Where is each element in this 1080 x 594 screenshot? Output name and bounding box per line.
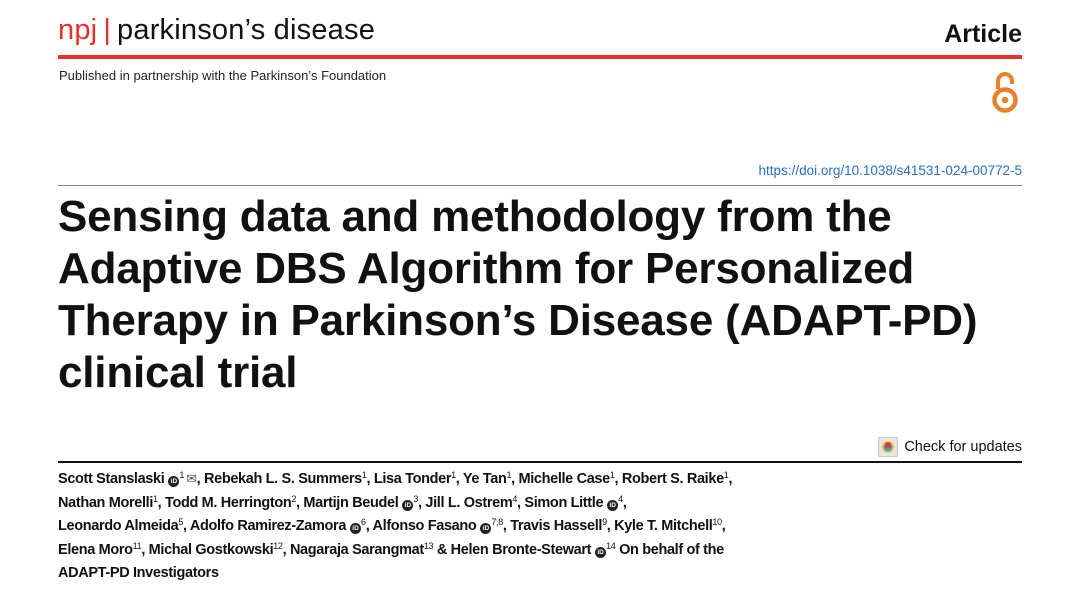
author-separator: ,: [511, 471, 519, 487]
affiliation-number: 14: [606, 540, 616, 551]
author-name[interactable]: Ye Tan: [462, 471, 507, 487]
author-separator: ,: [606, 518, 615, 534]
author-name[interactable]: Rebekah L. S. Summers: [203, 471, 362, 487]
author-list: Scott Stanslaski iD1 ✉, Rebekah L. S. Summ…: [58, 467, 732, 586]
journal-name: npj | parkinson’s disease: [58, 14, 375, 47]
author-separator: ,: [517, 494, 525, 511]
author-separator: ,: [614, 471, 622, 487]
check-for-updates-button[interactable]: Check for updates: [878, 437, 1022, 457]
crossmark-icon: [878, 437, 899, 457]
author-line: Scott Stanslaski iD1 ✉, Rebekah L. S. Summ…: [58, 467, 732, 492]
authors-divider: [58, 461, 1022, 463]
author-separator: ,: [196, 471, 204, 487]
author-separator: ,: [282, 541, 290, 558]
affiliation-number: 1: [361, 470, 367, 480]
affiliation-number: 12: [273, 540, 283, 551]
author-name[interactable]: Nagaraja Sarangmat: [289, 541, 424, 558]
affiliation-number: 1: [609, 470, 615, 480]
affiliation-number: 2: [291, 493, 297, 504]
orcid-icon[interactable]: iD: [480, 523, 492, 534]
author-separator: On behalf of the: [615, 541, 724, 558]
author-separator: ,: [418, 494, 426, 511]
affiliation-number: 4: [512, 493, 518, 504]
author-separator: &: [433, 541, 451, 558]
affiliation-number: 13: [423, 540, 434, 551]
orcid-icon[interactable]: iD: [350, 523, 362, 534]
author-separator: ,: [622, 494, 627, 511]
affiliation-number: 5: [178, 517, 184, 527]
affiliation-number: 9: [602, 517, 607, 527]
author-separator: ,: [455, 471, 463, 487]
open-access-lock-icon: [992, 72, 1018, 113]
affiliation-number: 3: [413, 493, 419, 504]
author-name[interactable]: Martijn Beudel: [303, 494, 399, 511]
author-name[interactable]: Michal Gostkowski: [148, 541, 274, 558]
author-line: Elena Moro11, Michal Gostkowski12, Nagar…: [58, 539, 732, 563]
author-name[interactable]: Michelle Case: [518, 471, 610, 487]
affiliation-number: 1: [451, 470, 456, 480]
affiliation-number: 1: [179, 470, 185, 480]
author-name[interactable]: Adolfo Ramirez-Zamora: [189, 518, 347, 534]
author-name[interactable]: Leonardo Almeida: [58, 518, 179, 534]
author-name[interactable]: Todd M. Herrington: [165, 494, 292, 511]
author-separator: ,: [502, 518, 511, 534]
author-name[interactable]: ADAPT-PD Investigators: [58, 565, 219, 581]
author-name[interactable]: Alfonso Fasano: [372, 518, 477, 534]
article-type: Article: [944, 20, 1022, 48]
author-name[interactable]: Robert S. Raike: [621, 471, 724, 487]
affiliation-number: 11: [132, 540, 142, 551]
author-name[interactable]: Jill L. Ostrem: [425, 494, 513, 511]
affiliation-number: 7,8: [491, 517, 503, 527]
affiliation-number: 1: [153, 493, 158, 504]
orcid-icon[interactable]: iD: [595, 546, 607, 558]
author-name[interactable]: Lisa Tonder: [373, 471, 452, 487]
affiliation-number: 10: [712, 517, 722, 527]
author-line: Nathan Morelli1, Todd M. Herrington2, Ma…: [58, 492, 732, 516]
doi-link[interactable]: https://doi.org/10.1038/s41531-024-00772…: [758, 163, 1022, 178]
author-name[interactable]: Travis Hassell: [510, 518, 603, 534]
orcid-icon[interactable]: iD: [402, 499, 414, 511]
affiliation-number: 1: [723, 470, 729, 480]
affiliation-number: 6: [361, 517, 366, 527]
partnership-text: Published in partnership with the Parkin…: [59, 68, 387, 83]
author-separator: ,: [296, 494, 304, 511]
author-name[interactable]: Nathan Morelli: [58, 494, 154, 511]
author-separator: ,: [366, 471, 374, 487]
author-separator: ,: [728, 471, 733, 487]
author-name[interactable]: Kyle T. Mitchell: [614, 518, 713, 534]
doi-divider: [58, 185, 1022, 186]
journal-title: parkinson’s disease: [117, 14, 376, 46]
affiliation-number: 1: [506, 470, 512, 480]
author-line: Leonardo Almeida5, Adolfo Ramirez-Zamora…: [58, 515, 732, 539]
journal-separator: |: [103, 14, 112, 46]
author-separator: ,: [721, 518, 726, 534]
check-for-updates-label: Check for updates: [904, 439, 1022, 455]
author-separator: ,: [365, 518, 373, 534]
author-name[interactable]: Simon Little: [524, 494, 604, 511]
author-name[interactable]: Elena Moro: [58, 541, 133, 558]
orcid-icon[interactable]: iD: [168, 476, 180, 487]
header-divider: [58, 55, 1022, 59]
orcid-icon[interactable]: iD: [607, 499, 619, 511]
author-line: ADAPT-PD Investigators: [58, 562, 732, 586]
author-separator: ,: [183, 518, 190, 534]
author-separator: ,: [141, 541, 149, 558]
author-name[interactable]: Scott Stanslaski: [58, 471, 165, 487]
author-separator: ,: [157, 494, 166, 511]
journal-prefix: npj: [58, 14, 98, 46]
article-title: Sensing data and methodology from the Ad…: [58, 192, 978, 397]
affiliation-number: 4: [618, 493, 623, 504]
email-icon[interactable]: ✉: [186, 471, 197, 486]
author-name[interactable]: Helen Bronte-Stewart: [450, 541, 592, 558]
